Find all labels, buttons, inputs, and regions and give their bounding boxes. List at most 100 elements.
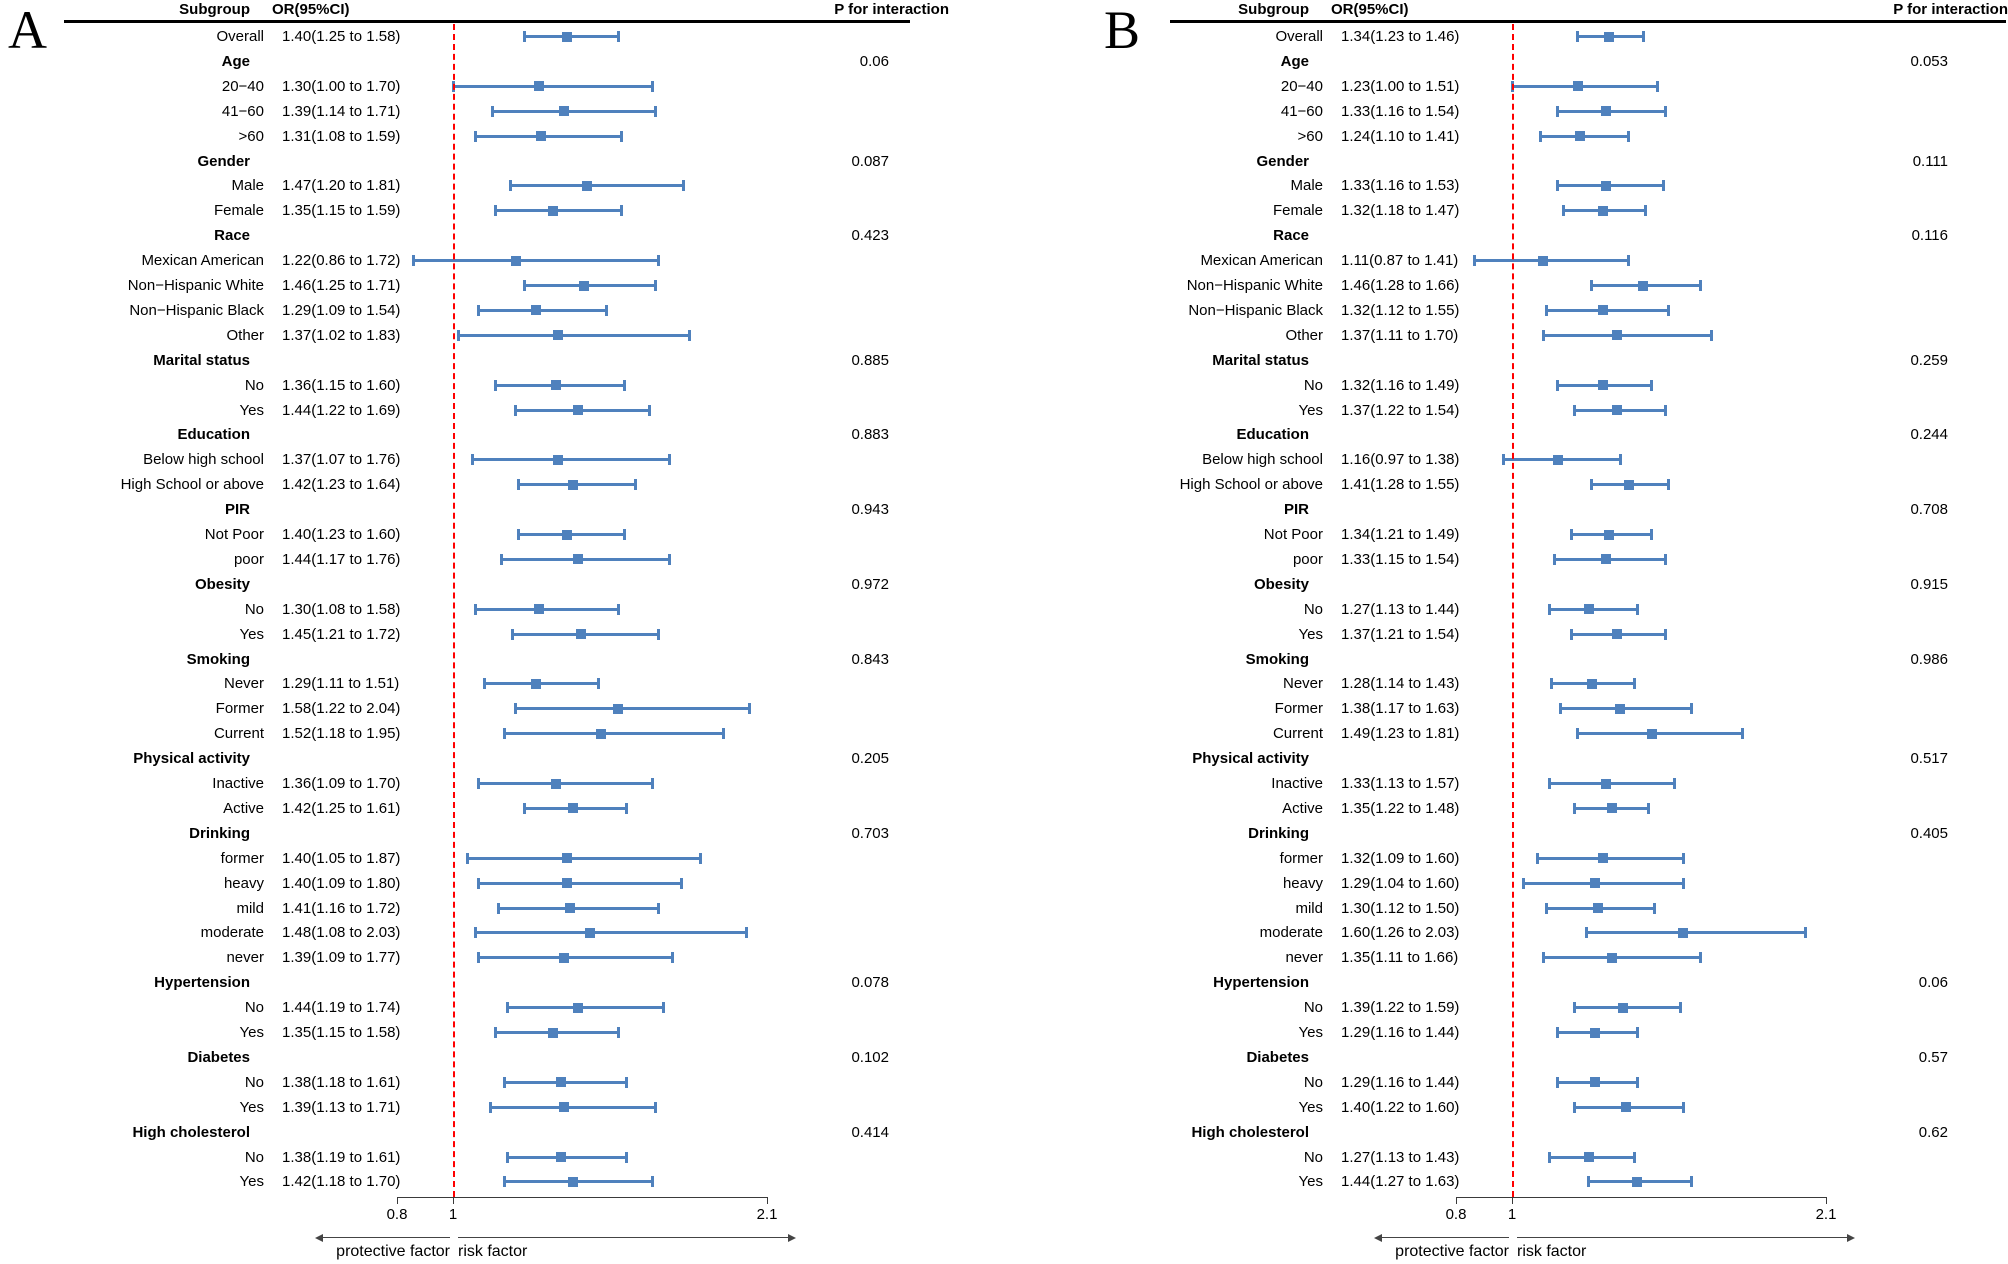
ci-cap-high [1635,1076,1639,1088]
subgroup-label: High School or above [1179,476,1323,494]
or-ci-text: 1.40(1.22 to 1.60) [1341,1098,1460,1116]
forest-row: Marital status 0.259 [1059,348,2008,373]
p-value: 0.259 [1910,351,1948,369]
ci-cap-low [508,180,512,192]
p-value: 0.205 [851,750,889,768]
forest-row: Active 1.35(1.22 to 1.48) [1059,796,2008,821]
ci-line [453,84,653,88]
ci-line [1537,856,1683,860]
p-value: 0.06 [1918,974,1948,992]
or-marker [553,454,564,465]
forest-row: Yes 1.42(1.18 to 1.70) [0,1169,1004,1194]
subgroup-label: Yes [239,401,264,419]
forest-row: No 1.38(1.18 to 1.61) [0,1070,1004,1095]
reference-line [1512,24,1514,1197]
or-ci-text: 1.39(1.13 to 1.71) [282,1098,401,1116]
ci-cap-high [1678,1002,1682,1014]
or-marker [556,1077,567,1088]
ci-cap-low [1570,628,1574,640]
subgroup-label: >60 [1297,127,1323,145]
ci-cap-low [1584,927,1588,939]
forest-row: No 1.27(1.13 to 1.43) [1059,1145,2008,1170]
risk-factor-label: risk factor [458,1243,528,1260]
p-value: 0.703 [851,824,889,842]
ci-cap-high [1647,802,1651,814]
or-marker [1589,878,1600,889]
or-ci-text: 1.41(1.16 to 1.72) [282,899,401,917]
or-ci-text: 1.37(1.07 to 1.76) [282,451,401,469]
or-marker [613,703,624,714]
column-header-subgroup: Subgroup [179,1,250,18]
ci-cap-high [1710,329,1713,341]
subgroup-label: Age [1280,52,1309,70]
or-marker [1598,380,1609,391]
subgroup-label: Obesity [1253,575,1309,593]
ci-cap-high [653,1101,657,1113]
subgroup-label: Gender [197,152,250,170]
forest-row: Physical activity 0.517 [1059,746,2008,771]
axis-tick [1456,1197,1457,1204]
panel-letter: A [8,0,47,60]
ci-cap-high [1698,952,1702,964]
subgroup-label: Drinking [189,824,250,842]
subgroup-label: Yes [1298,625,1323,643]
or-marker [1646,728,1657,739]
axis-tick [767,1197,768,1204]
or-ci-text: 1.16(0.97 to 1.38) [1341,451,1460,469]
ci-cap-low [411,255,415,267]
protective-factor-label: protective factor [1395,1243,1509,1260]
subgroup-label: 41−60 [221,102,264,120]
ci-cap-high [1650,379,1654,391]
ci-cap-high [670,952,674,964]
subgroup-label: No [244,1148,264,1166]
ci-cap-low [477,877,481,889]
or-ci-text: 1.31(1.08 to 1.59) [282,127,401,145]
header-rule [1170,20,2006,23]
or-marker [596,728,607,739]
forest-row: Current 1.49(1.23 to 1.81) [1059,721,2008,746]
forest-row: Yes 1.37(1.22 to 1.54) [1059,398,2008,423]
forest-row: >60 1.24(1.10 to 1.41) [1059,124,2008,149]
forest-row: PIR 0.708 [1059,497,2008,522]
subgroup-label: Former [215,700,264,718]
ci-cap-low [1553,553,1557,565]
axis-tick [1512,1197,1513,1204]
ci-line [498,906,659,910]
ci-line [504,732,724,736]
forest-row: No 1.39(1.22 to 1.59) [1059,995,2008,1020]
subgroup-label: Mexican American [1200,252,1323,270]
forest-row: No 1.32(1.16 to 1.49) [1059,373,2008,398]
ci-cap-low [1570,529,1574,540]
ci-cap-low [1547,1151,1551,1163]
p-value: 0.986 [1910,650,1948,668]
ci-cap-high [1627,255,1631,267]
or-marker [1552,454,1563,465]
or-ci-text: 1.28(1.14 to 1.43) [1341,675,1460,693]
p-value: 0.053 [1910,52,1948,70]
ci-cap-low [491,105,495,117]
forest-row: Diabetes 0.102 [0,1045,1004,1070]
ci-line [475,931,747,935]
ci-cap-low [474,130,478,142]
ci-cap-low [494,205,498,217]
p-value: 0.62 [1918,1123,1948,1141]
subgroup-label: Physical activity [133,750,250,768]
column-header-or-ci: OR(95%CI) [272,1,350,18]
or-ci-text: 1.35(1.15 to 1.58) [282,1024,401,1041]
forest-row: Gender 0.087 [0,149,1004,174]
p-value: 0.423 [851,227,889,245]
forest-row: Mexican American 1.22(0.86 to 1.72) [0,248,1004,273]
forest-row: Active 1.42(1.25 to 1.61) [0,796,1004,821]
or-marker [567,803,578,814]
ci-line [515,707,750,711]
or-marker [559,1102,570,1113]
forest-row: Yes 1.37(1.21 to 1.54) [1059,622,2008,647]
ci-cap-high [745,927,749,939]
ci-line [1512,84,1658,88]
subgroup-label: PIR [224,501,250,519]
subgroup-label: Yes [1298,1098,1323,1116]
subgroup-label: No [244,376,264,394]
ci-cap-high [1667,479,1671,491]
ci-cap-high [1681,877,1685,889]
protective-arrow [322,1237,450,1238]
